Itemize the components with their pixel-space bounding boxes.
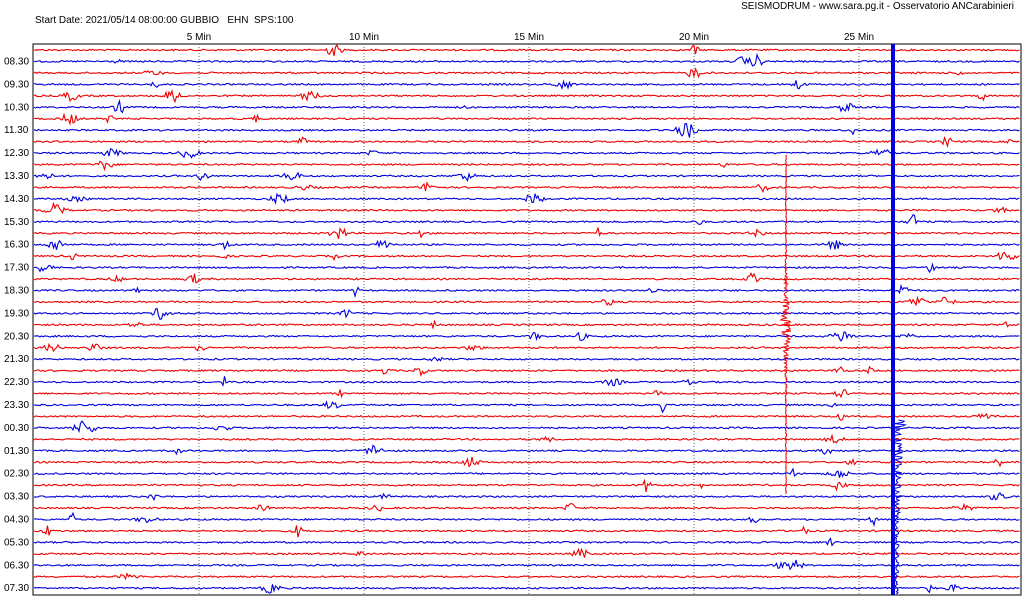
trace [33,412,1020,421]
trace [33,559,1020,571]
row-label: 18.30 [4,285,29,296]
trace [33,201,1020,215]
row-label: 01.30 [4,446,29,457]
minute-label: 10 Min [349,32,379,43]
event-blue-coda [890,419,908,595]
trace [33,79,1020,90]
row-label: 10.30 [4,102,29,113]
minute-label: 15 Min [514,32,544,43]
trace [33,319,1020,330]
trace [33,365,1020,378]
trace [33,388,1020,399]
trace [33,492,1020,502]
row-label: 16.30 [4,240,29,251]
trace [33,52,1020,67]
minute-label: 20 Min [679,32,709,43]
row-label: 03.30 [4,492,29,503]
minute-label: 5 Min [187,32,211,43]
row-label: 15.30 [4,217,29,228]
trace [33,88,1020,104]
row-label: 13.30 [4,171,29,182]
trace [33,160,1020,172]
row-label: 09.30 [4,79,29,90]
trace [33,511,1020,528]
trace [33,295,1020,307]
row-label: 23.30 [4,400,29,411]
trace [33,239,1020,251]
trace [33,272,1020,284]
trace [33,181,1020,194]
trace [33,43,1020,57]
event-blue [891,44,895,595]
trace [33,420,1020,434]
trace [33,478,1020,493]
row-label: 19.30 [4,308,29,319]
trace [33,214,1020,225]
row-label: 20.30 [4,331,29,342]
minute-label: 25 Min [844,32,874,43]
trace [33,525,1020,538]
row-label: 07.30 [4,583,29,594]
trace [33,400,1020,414]
row-label: 00.30 [4,423,29,434]
row-label: 06.30 [4,560,29,571]
trace [33,376,1020,388]
trace [33,444,1020,456]
row-label: 17.30 [4,263,29,274]
trace [33,307,1020,320]
trace [33,456,1020,468]
trace [33,283,1020,299]
row-label: 11.30 [4,125,29,136]
row-label: 02.30 [4,469,29,480]
trace [33,135,1020,149]
trace [33,547,1020,558]
trace [33,262,1020,274]
trace [33,342,1020,353]
trace [33,192,1020,205]
row-label: 05.30 [4,537,29,548]
trace [33,356,1020,362]
row-label: 21.30 [4,354,29,365]
trace [33,171,1020,182]
trace [34,331,1020,342]
trace [33,227,1020,239]
trace [33,502,1020,512]
header-info: Start Date: 2021/05/14 08:00:00 GUBBIO E… [35,15,294,26]
trace [33,67,1020,79]
trace [33,433,1020,444]
row-label: 12.30 [4,148,29,159]
row-label: 04.30 [4,514,29,525]
trace [33,123,1020,138]
trace [33,112,1020,126]
trace [33,98,1020,114]
source-text: SEISMODRUM - www.sara.pg.it - Osservator… [741,1,1014,12]
trace [33,572,1020,581]
row-label: 14.30 [4,194,29,205]
row-label: 22.30 [4,377,29,388]
row-label: 08.30 [4,56,29,67]
trace [33,537,1020,547]
plot-frame [32,43,1022,596]
trace [34,467,1020,478]
trace [33,148,1020,159]
trace [33,583,1020,594]
event-red [779,154,792,495]
trace [33,251,1020,262]
